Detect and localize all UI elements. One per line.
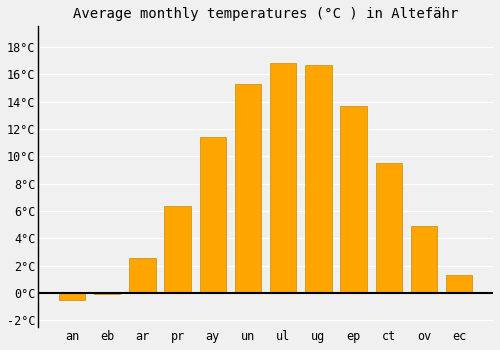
Bar: [200, 137, 226, 293]
Bar: [235, 84, 261, 293]
Bar: [411, 226, 437, 293]
Bar: [340, 106, 367, 293]
Bar: [376, 163, 402, 293]
Bar: [446, 275, 472, 293]
Bar: [164, 205, 191, 293]
Bar: [94, 293, 120, 294]
Bar: [130, 258, 156, 293]
Bar: [270, 63, 296, 293]
Title: Average monthly temperatures (°C ) in Altefähr: Average monthly temperatures (°C ) in Al…: [73, 7, 458, 21]
Bar: [305, 65, 332, 293]
Bar: [59, 293, 86, 300]
